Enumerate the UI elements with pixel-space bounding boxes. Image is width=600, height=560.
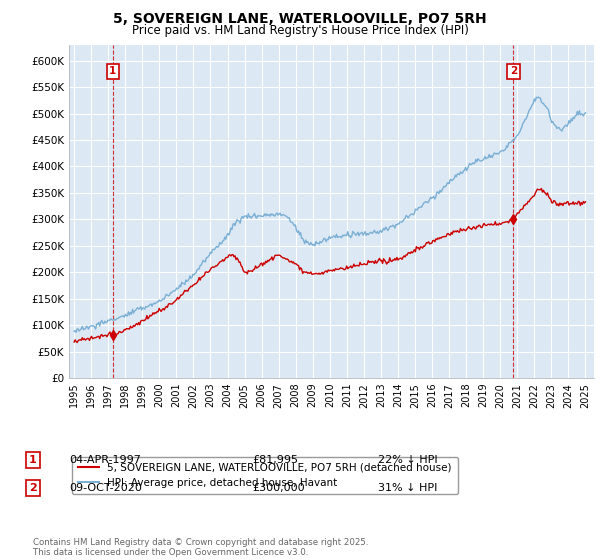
Text: 2: 2 [510, 66, 517, 76]
Text: 22% ↓ HPI: 22% ↓ HPI [378, 455, 437, 465]
Text: Price paid vs. HM Land Registry's House Price Index (HPI): Price paid vs. HM Land Registry's House … [131, 24, 469, 37]
Text: 04-APR-1997: 04-APR-1997 [69, 455, 141, 465]
Text: 1: 1 [29, 455, 37, 465]
Text: 09-OCT-2020: 09-OCT-2020 [69, 483, 142, 493]
Text: £300,000: £300,000 [252, 483, 305, 493]
Text: £81,995: £81,995 [252, 455, 298, 465]
Text: 5, SOVEREIGN LANE, WATERLOOVILLE, PO7 5RH: 5, SOVEREIGN LANE, WATERLOOVILLE, PO7 5R… [113, 12, 487, 26]
Legend: 5, SOVEREIGN LANE, WATERLOOVILLE, PO7 5RH (detached house), HPI: Average price, : 5, SOVEREIGN LANE, WATERLOOVILLE, PO7 5R… [71, 456, 458, 494]
Text: Contains HM Land Registry data © Crown copyright and database right 2025.
This d: Contains HM Land Registry data © Crown c… [33, 538, 368, 557]
Text: 31% ↓ HPI: 31% ↓ HPI [378, 483, 437, 493]
Text: 2: 2 [29, 483, 37, 493]
Text: 1: 1 [109, 66, 116, 76]
